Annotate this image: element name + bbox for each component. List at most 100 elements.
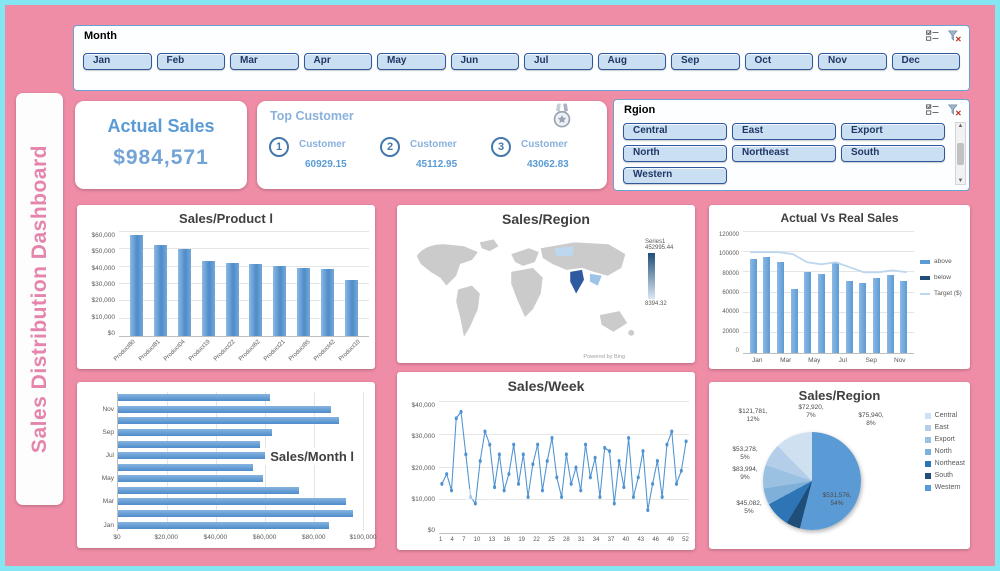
region-button-central[interactable]: Central [623, 123, 727, 140]
month-bar-mar [118, 498, 346, 506]
scroll-down-arrow[interactable]: ▼ [957, 178, 964, 184]
sales-region-map-card: Sales/Region Series1 452995.44 8394.32 [397, 205, 695, 363]
region-slicer: Rgion Central East Export North Northeast Sou… [613, 99, 970, 191]
month-button-jan[interactable]: Jan [83, 53, 152, 70]
month-bar-jan [118, 521, 329, 529]
month-bar-jun [118, 463, 253, 471]
sales-week-chart-card: Sales/Week $40,000 $30,000 $20,000 $10,000 $… [397, 372, 695, 550]
combo-legend-target: Target ($) [920, 290, 964, 297]
pie-legend-east: East [924, 424, 965, 431]
combo-x-axis: Jan Mar May Jul Sep Nov [752, 357, 906, 364]
customer-value: 60929.15 [305, 159, 347, 170]
month-button-apr[interactable]: Apr [303, 53, 372, 70]
product-bar-product85 [297, 267, 311, 336]
combo-legend: above below Target ($) [914, 232, 964, 367]
scroll-up-arrow[interactable]: ▲ [957, 123, 964, 129]
customer-label: Customer [521, 139, 568, 150]
month-button-may[interactable]: May [377, 53, 446, 70]
multiselect-icon[interactable] [925, 30, 940, 42]
region-button-western[interactable]: Western [623, 167, 727, 184]
month-slicer-title: Month [84, 30, 117, 42]
product-y-axis: $60,000 $50,000 $40,000 $30,000 $20,000 $10,0… [91, 232, 116, 337]
month-slicer: Month Jan Feb Mar Apr May Jun Jul Aug Sep Oct Nov D… [73, 25, 970, 91]
region-button-south[interactable]: South [841, 145, 945, 162]
dashboard-title-text: Sales Distribution Dashboard [27, 144, 51, 454]
region-slicer-buttons: Central East Export North Northeast South West… [623, 123, 949, 184]
sales-region-map-title: Sales/Region [502, 211, 590, 227]
combo-bar-feb [763, 257, 771, 353]
pie-legend: Central East Export North Northeast South West… [924, 412, 965, 496]
scroll-thumb[interactable] [957, 142, 964, 165]
actual-vs-real-chart: 120000 100000 80000 60000 40000 20000 0 Jan Mar… [717, 231, 964, 367]
clear-filter-icon[interactable] [947, 104, 962, 116]
pie-legend-export: Export [924, 436, 965, 443]
product-bar-product10 [345, 279, 359, 336]
region-button-east[interactable]: East [732, 123, 836, 140]
month-bar-nov [118, 405, 332, 413]
actual-vs-real-chart-card: Actual Vs Real Sales 120000 100000 80000 60… [709, 205, 970, 369]
sales-product-title: Sales/Product l [179, 211, 273, 226]
combo-legend-below: below [920, 274, 964, 281]
pie-label-east: $72,920, 7% [798, 404, 824, 419]
week-x-axis: 1 4 7 10 13 16 19 22 25 28 31 34 37 40 43 46 49 52 [439, 537, 689, 543]
map-legend: Series1 452995.44 8394.32 [645, 239, 687, 307]
sales-week-title: Sales/Week [507, 378, 585, 394]
month-button-dec[interactable]: Dec [891, 53, 960, 70]
product-bar-product19 [201, 261, 215, 336]
medal-icon [553, 103, 571, 128]
sales-month-chart: Sales/Month l Nov Sep Jul May Mar Jan $0 $20,0… [87, 392, 377, 544]
world-map-svg [416, 239, 635, 337]
map-legend-max: 452995.44 [645, 245, 674, 251]
map-attribution: Powered by Bing [583, 354, 625, 360]
product-bar-product04 [177, 249, 191, 336]
month-bar-oct [118, 417, 339, 425]
month-plot-area: Sales/Month l Nov Sep Jul May Mar Jan [102, 392, 364, 531]
region-button-northeast[interactable]: Northeast [732, 145, 836, 162]
combo-bar-jun [818, 274, 826, 353]
month-button-aug[interactable]: Aug [597, 53, 666, 70]
sales-month-title: Sales/Month l [265, 447, 359, 465]
month-bar-aug [118, 440, 261, 448]
product-bar-product22 [225, 263, 239, 336]
region-scrollbar[interactable]: ▲ ▼ [955, 122, 966, 185]
month-bar-dec [118, 394, 270, 402]
region-button-export[interactable]: Export [841, 123, 945, 140]
region-button-north[interactable]: North [623, 145, 727, 162]
month-bar-may [118, 475, 263, 483]
month-button-mar[interactable]: Mar [230, 53, 299, 70]
month-button-sep[interactable]: Sep [671, 53, 740, 70]
pie-label-central: $121,781, 12% [738, 408, 768, 423]
rank-badge-1: 1 [269, 137, 289, 157]
pie-legend-south: South [924, 472, 965, 479]
map-legend-min: 8394.32 [645, 301, 667, 307]
customer-value: 45112.95 [416, 159, 458, 170]
pie-legend-central: Central [924, 412, 965, 419]
world-map [407, 233, 643, 349]
combo-bar-nov [886, 275, 894, 353]
map-legend-series: Series1 [645, 239, 666, 245]
pie-legend-north: North [924, 448, 965, 455]
sales-region-pie-card: Sales/Region $121,781, 12% $72,920, 7% $75,9… [709, 382, 970, 549]
pie-label-export: $75,940, 8% [858, 412, 884, 427]
top-customer-3: 3 Customer 43062.83 [491, 135, 599, 170]
week-plot-area [439, 401, 689, 534]
pie-legend-northeast: Northeast [924, 460, 965, 467]
month-button-jun[interactable]: Jun [450, 53, 519, 70]
month-button-jul[interactable]: Jul [524, 53, 593, 70]
region-slicer-title: Rgion [624, 104, 656, 116]
pie-chart [763, 432, 861, 530]
map-region-india [570, 269, 584, 294]
combo-bar-may [804, 272, 812, 353]
combo-bar-jan [749, 259, 757, 353]
month-button-nov[interactable]: Nov [818, 53, 887, 70]
map-gradient-bar [648, 253, 655, 299]
multiselect-icon[interactable] [925, 104, 940, 116]
combo-bar-mar [777, 262, 785, 353]
month-button-oct[interactable]: Oct [744, 53, 813, 70]
month-button-feb[interactable]: Feb [156, 53, 225, 70]
month-bar-jul [118, 452, 268, 460]
sales-month-chart-card: Sales/Month l Nov Sep Jul May Mar Jan $0 $20,0… [77, 382, 377, 548]
top-customer-1: 1 Customer 60929.15 [269, 135, 377, 170]
clear-filter-icon[interactable] [947, 30, 962, 42]
